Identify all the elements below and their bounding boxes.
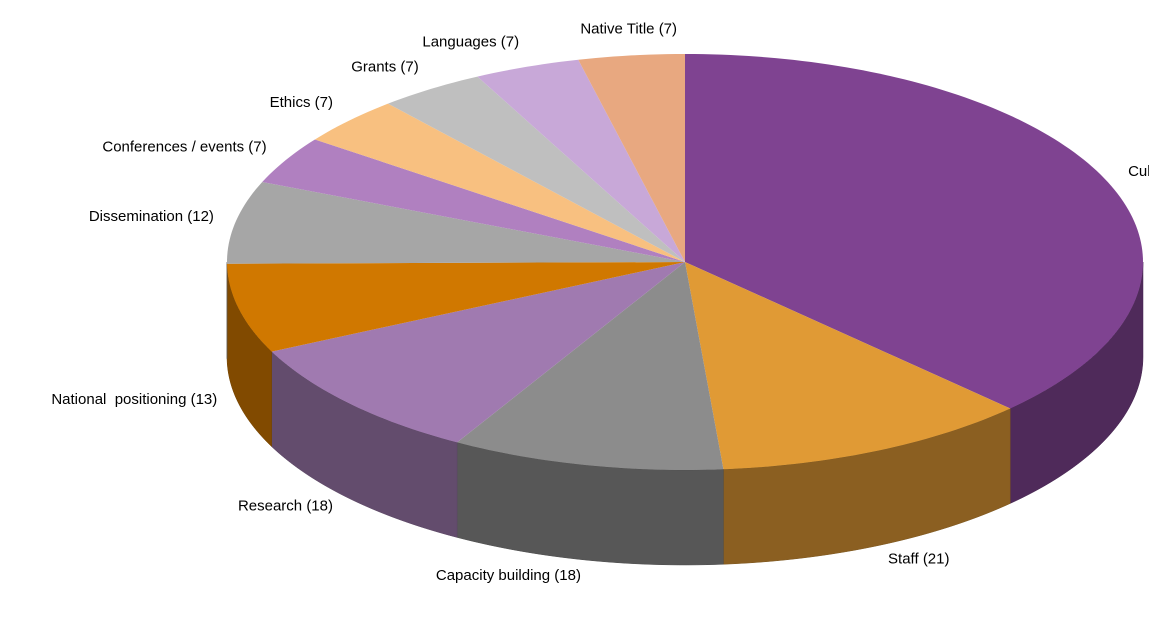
value-label: (7) bbox=[659, 21, 677, 38]
slice-label: Dissemination (12) bbox=[89, 208, 214, 225]
slice-label: Cultural collection (70) bbox=[1128, 163, 1149, 180]
value-label: (12) bbox=[187, 208, 214, 225]
slice-label: Languages (7) bbox=[422, 33, 519, 50]
slice bbox=[578, 54, 685, 262]
slice-label: National positioning (13) bbox=[51, 391, 217, 408]
slice bbox=[685, 262, 1011, 470]
slice bbox=[227, 181, 685, 264]
slice-label: Research (18) bbox=[238, 498, 333, 515]
slice bbox=[262, 139, 685, 262]
slice-label: Conferences / events (7) bbox=[102, 138, 266, 155]
slice-label: Ethics (7) bbox=[270, 94, 333, 111]
value-label: (18) bbox=[306, 498, 333, 515]
category-label: Capacity building bbox=[436, 567, 550, 584]
value-label: (13) bbox=[191, 391, 218, 408]
slice-label: Native Title (7) bbox=[580, 21, 677, 38]
slice-label: Grants (7) bbox=[351, 58, 419, 75]
slice bbox=[387, 76, 685, 262]
value-label: (7) bbox=[315, 94, 333, 111]
slice bbox=[314, 103, 685, 262]
slice bbox=[457, 262, 724, 470]
category-label: Cultural collection bbox=[1128, 163, 1149, 180]
slice bbox=[227, 262, 685, 352]
slice-label: Capacity building (18) bbox=[436, 567, 581, 584]
category-label: Research bbox=[238, 498, 302, 515]
category-label: Staff bbox=[888, 550, 919, 567]
value-label: (7) bbox=[501, 33, 519, 50]
category-label: Dissemination bbox=[89, 208, 183, 225]
value-label: (21) bbox=[923, 550, 950, 567]
category-label: Native Title bbox=[580, 21, 654, 38]
slice-label: Staff (21) bbox=[888, 550, 949, 567]
category-label: Languages bbox=[422, 33, 496, 50]
category-label: Ethics bbox=[270, 94, 311, 111]
value-label: (7) bbox=[248, 138, 266, 155]
category-label: Grants bbox=[351, 58, 396, 75]
value-label: (7) bbox=[400, 58, 418, 75]
slice bbox=[477, 59, 685, 262]
value-label: (18) bbox=[554, 567, 581, 584]
slice bbox=[271, 262, 685, 443]
category-label: National positioning bbox=[51, 391, 186, 408]
category-label: Conferences / events bbox=[102, 138, 244, 155]
slice bbox=[685, 54, 1143, 409]
